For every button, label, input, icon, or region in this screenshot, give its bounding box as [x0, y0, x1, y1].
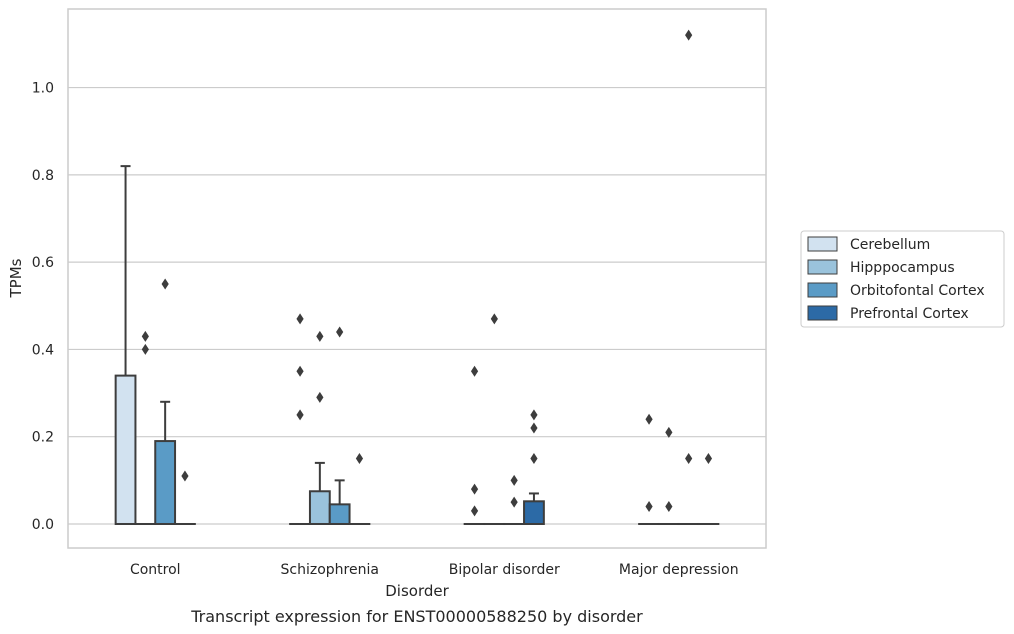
legend-swatch — [807, 305, 838, 321]
outlier-point — [685, 29, 693, 41]
outlier-point — [645, 501, 653, 513]
y-tick-label: 0.4 — [32, 342, 54, 358]
outlier-point — [470, 365, 479, 377]
box-body — [114, 374, 137, 525]
outlier-point — [316, 391, 324, 403]
y-tick-labels: 0.0 0.2 0.4 0.6 0.8 1.0 — [32, 81, 54, 533]
outlier-point — [685, 453, 693, 465]
legend-entries: Cerebellum Hipppocampus Orbitofontal Corte… — [807, 236, 985, 322]
y-tick-label: 0.6 — [32, 255, 54, 271]
legend: Cerebellum Hipppocampus Orbitofontal Corte… — [800, 230, 1005, 328]
legend-label: Hipppocampus — [850, 260, 955, 276]
legend-swatch — [807, 236, 838, 252]
outlier-point — [665, 501, 673, 513]
outlier-points — [141, 29, 713, 517]
y-tick-label: 0.0 — [32, 517, 54, 533]
outlier-point — [645, 413, 653, 425]
box-group — [154, 400, 177, 525]
outlier-point — [141, 343, 149, 355]
y-tick-label: 0.8 — [32, 168, 54, 184]
outlier-point — [665, 426, 673, 438]
outlier-point — [530, 453, 538, 465]
y-tick-label: 0.2 — [32, 430, 54, 446]
legend-frame — [800, 230, 1005, 328]
box-series — [114, 165, 720, 526]
y-axis-label: TPMs — [7, 258, 25, 298]
outlier-point — [510, 496, 518, 508]
box-group — [114, 165, 137, 525]
x-tick-label: Control — [130, 562, 181, 578]
outlier-point — [355, 453, 364, 465]
y-tick-label: 1.0 — [32, 81, 54, 97]
outlier-point — [510, 474, 518, 486]
outlier-point — [161, 278, 169, 290]
outlier-point — [336, 326, 344, 338]
box-group — [328, 479, 351, 525]
outlier-point — [530, 409, 538, 421]
outlier-point — [141, 330, 149, 342]
box-body — [308, 490, 331, 525]
outlier-point — [316, 330, 324, 342]
x-tick-label: Schizophrenia — [281, 562, 379, 578]
outlier-point — [704, 453, 713, 465]
legend-swatch — [807, 259, 838, 275]
x-tick-label: Bipolar disorder — [449, 562, 560, 578]
outlier-point — [296, 365, 304, 377]
box-group — [523, 492, 545, 525]
outlier-point — [296, 313, 304, 325]
outlier-point — [470, 483, 479, 495]
box-group — [308, 461, 331, 525]
x-axis-label: Disorder — [385, 582, 449, 600]
outlier-point — [530, 422, 538, 434]
legend-swatch — [807, 282, 838, 298]
legend-label: Orbitofontal Cortex — [850, 283, 985, 299]
outlier-point — [490, 313, 498, 325]
box-body — [523, 500, 545, 525]
plot-area-frame — [67, 8, 767, 549]
outlier-point — [181, 470, 189, 482]
outlier-point — [296, 409, 304, 421]
x-tick-label: Major depression — [619, 562, 739, 578]
legend-label: Prefrontal Cortex — [850, 306, 969, 322]
legend-label: Cerebellum — [850, 237, 930, 253]
box-body — [154, 440, 177, 525]
x-tick-labels: Control Schizophrenia Bipolar disorder Majo… — [130, 562, 739, 578]
outlier-point — [470, 505, 479, 517]
chart-caption: Transcript expression for ENST0000058825… — [190, 607, 643, 626]
box-body — [328, 503, 351, 525]
